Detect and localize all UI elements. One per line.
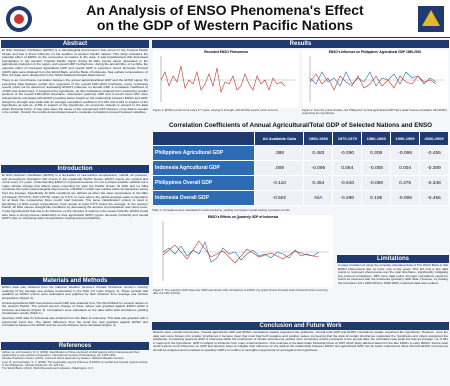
- column-header: 1980-1989: [361, 131, 392, 146]
- column-header: 1970-1979: [332, 131, 363, 146]
- subtitle: on the GDP of Western Pacific Nations: [96, 17, 354, 33]
- row-label: Philippines Overall GDP: [152, 175, 256, 191]
- cell: -0.008: [361, 160, 392, 176]
- row-label: Philippines Agricultural GDP: [152, 145, 256, 161]
- table-row: Indonesia Overall GDP -0.502 N/A -0.290 0.10…: [152, 190, 449, 206]
- figure-1: Recorded ENSO Phenomena: [153, 50, 299, 108]
- section-heading: Limitations: [337, 255, 449, 263]
- cell: .009: [254, 160, 305, 176]
- section-heading: Conclusion and Future Work: [152, 322, 449, 330]
- figure-3: ENSO's Effects on Quarterly GDP of Indon…: [153, 215, 333, 287]
- section-heading: References: [1, 342, 149, 350]
- cell: -0.455: [419, 145, 449, 161]
- column-header: 1990-1999: [390, 131, 421, 146]
- paragraph: ENSO data was obtained from the National…: [2, 286, 148, 300]
- figure-title: Recorded ENSO Phenomena: [204, 50, 248, 54]
- cell: -0.098: [390, 190, 421, 206]
- reference: Aldrian, E. and Susanto, R. D. (2003). I…: [2, 351, 140, 358]
- section-heading: Introduction: [1, 165, 149, 173]
- table-caption: Table 1: Correlations were calculated fo…: [152, 209, 291, 212]
- figure-title: ENSO's Effects on Quarterly GDP of Indon…: [207, 215, 279, 219]
- cell: 0.106: [361, 190, 392, 206]
- column-header: All Available Data: [254, 131, 305, 146]
- reference: Climate Prediction Center. (2014). Cold …: [2, 356, 125, 361]
- row-label: Indonesia Agricultural GDP: [152, 160, 256, 176]
- cell: -0.059: [361, 175, 392, 191]
- cell: -0.502: [254, 190, 305, 206]
- introduction-text: El Niño Southern Oscillation (ENSO) is a…: [2, 174, 148, 276]
- cell: 0.064: [332, 160, 363, 176]
- table-row: Philippines Agricultural GDP .388 0.483 -0.…: [152, 145, 449, 161]
- cell: -0.290: [332, 145, 363, 161]
- cell: -0.309: [419, 160, 449, 176]
- cell: -0.098: [390, 145, 421, 161]
- paragraph: Quarterly GDP data for Indonesia was obt…: [2, 316, 148, 328]
- conclusion-text: Results were overall inconclusive. Overa…: [153, 331, 448, 352]
- header-row: All Available Data 1960-1969 1970-1979 1980…: [152, 131, 449, 146]
- corner-cell: [152, 131, 256, 146]
- paragraph: El Niño Southern Oscillation (ENSO) is a…: [2, 174, 148, 221]
- cell: -0.348: [419, 175, 449, 191]
- table-row: Philippines Overall GDP -0.110 0.454 -0.640…: [152, 175, 449, 191]
- logo-right: [418, 6, 444, 32]
- figure-caption: Figure 3: The quarterly GDP data over 20…: [153, 289, 328, 296]
- section-heading: Results: [152, 40, 449, 48]
- column-header: 2000-2009: [419, 131, 449, 146]
- cell: 0.004: [390, 160, 421, 176]
- paragraph: Annual agricultural GDP and annual overa…: [2, 300, 148, 316]
- row-label: Indonesia Overall GDP: [152, 190, 256, 206]
- limitations-text: A major limitation of using the annually…: [338, 264, 448, 285]
- paragraph: There is an inconclusive correlation bet…: [2, 77, 148, 115]
- table-wrap: All Available Data 1960-1969 1970-1979 1980…: [152, 131, 449, 206]
- title: An Analysis of ENSO Phenomena's Effect: [86, 3, 364, 18]
- cell: N/A: [303, 190, 334, 206]
- figure-caption: Figure 1: ENSO events occur every 3-7 ye…: [153, 109, 279, 112]
- header: An Analysis of ENSO Phenomena's Effect o…: [0, 0, 450, 38]
- cell: -0.096: [303, 160, 334, 176]
- cell: -0.290: [332, 190, 363, 206]
- section-heading: Materials and Methods: [1, 277, 149, 285]
- chart-drawing: [160, 56, 295, 102]
- chart-drawing: [162, 221, 329, 281]
- cell: 0.475: [390, 175, 421, 191]
- reference: Lyon, B. and Camargo, S. J. (2009). The …: [2, 359, 148, 367]
- column-header: 1960-1969: [303, 131, 334, 146]
- cell: -0.110: [254, 175, 305, 191]
- reference: The World Bank. (2014). World Developmen…: [2, 366, 94, 371]
- correlation-table: All Available Data 1960-1969 1970-1979 1980…: [152, 131, 449, 206]
- figure-title: ENSO's Influence on Philippines' Agricul…: [328, 50, 422, 54]
- cell: -0.640: [332, 175, 363, 191]
- cell: 0.483: [303, 145, 334, 161]
- references-list: Aldrian, E. and Susanto, R. D. (2003). I…: [2, 351, 148, 385]
- chart-drawing: [309, 56, 444, 102]
- cell: .388: [254, 145, 305, 161]
- methods-text: ENSO data was obtained from the National…: [2, 286, 148, 340]
- cell: 0.454: [303, 175, 334, 191]
- table-row: Indonesia Agricultural GDP .009 -0.096 0.06…: [152, 160, 449, 176]
- figure-caption: Figure 2: Over the entire timeline, the …: [302, 109, 448, 116]
- cell: 0.306: [361, 145, 392, 161]
- paragraph: El Niño Southern Oscillation (ENSO) is a…: [2, 49, 148, 78]
- figure-2: ENSO's Influence on Philippines' Agricul…: [302, 50, 448, 108]
- abstract-text: El Niño Southern Oscillation (ENSO) is a…: [2, 49, 148, 163]
- logo-left: [6, 6, 32, 32]
- table-title: Correlation Coefficients of Annual Agric…: [168, 122, 433, 129]
- cell: -0.455: [419, 190, 449, 206]
- section-heading: Abstract: [1, 40, 149, 48]
